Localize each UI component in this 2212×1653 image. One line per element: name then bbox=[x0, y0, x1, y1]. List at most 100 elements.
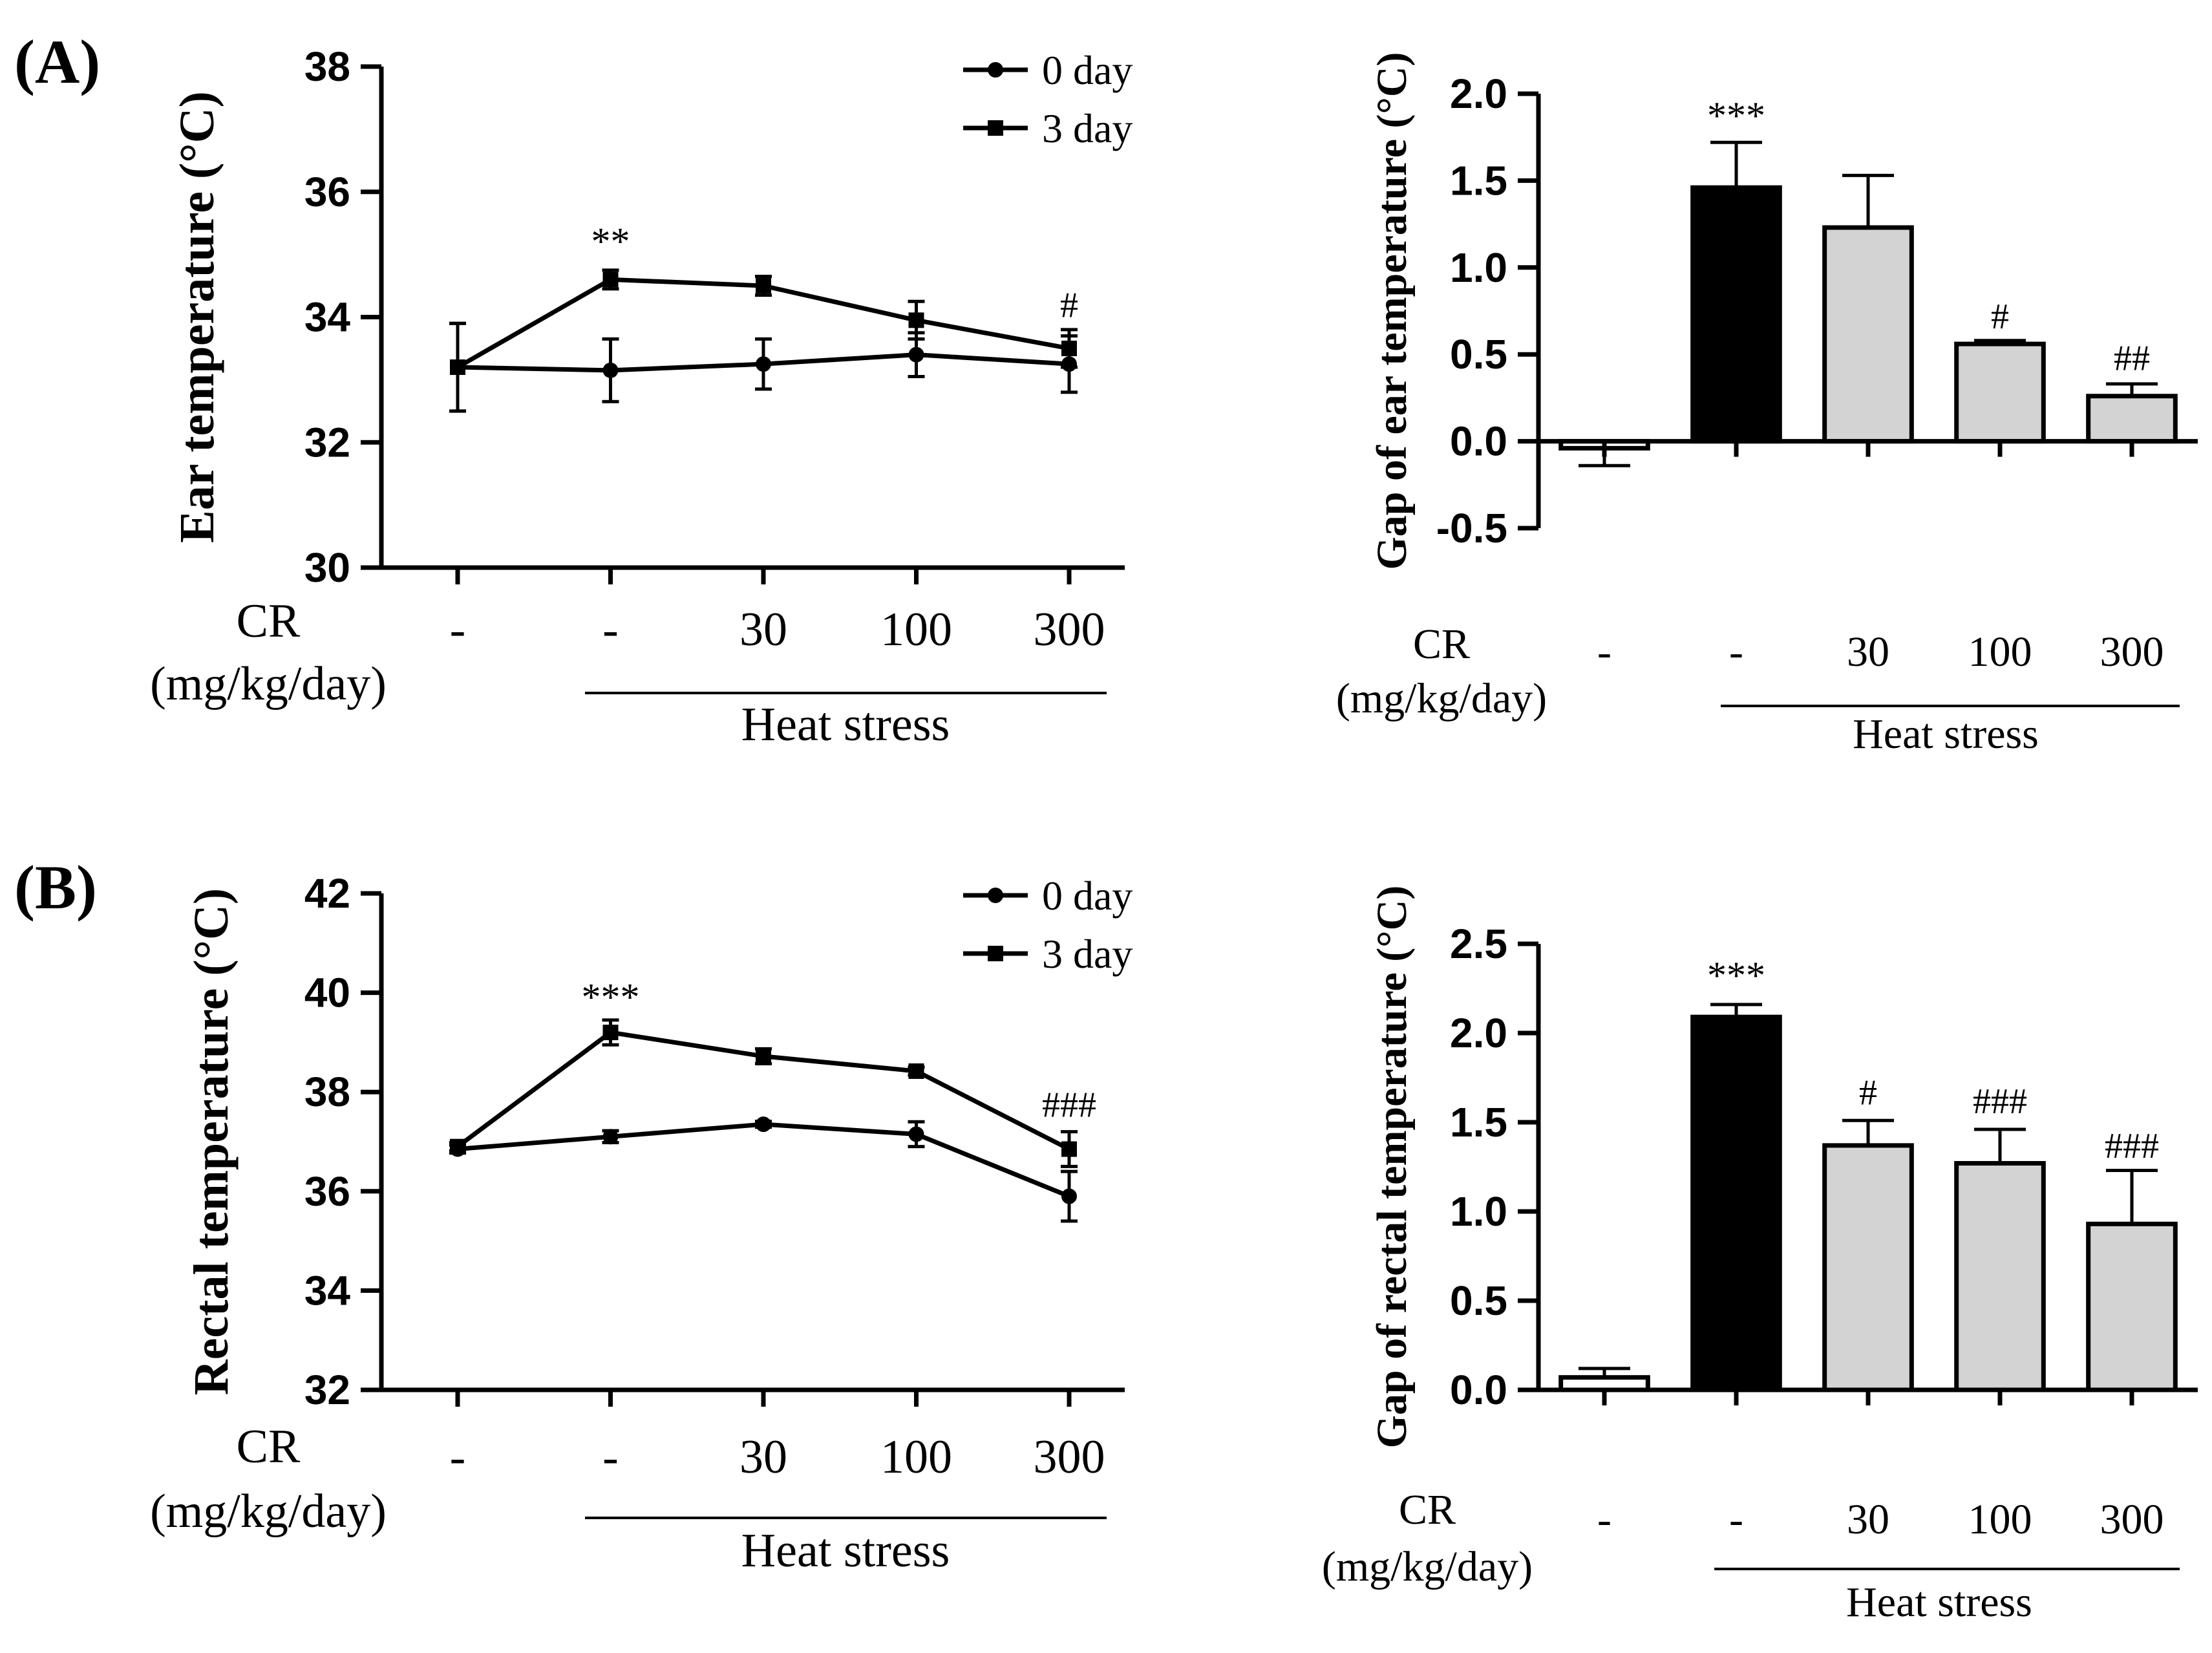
chart-a-ear-temperature-line: 30 32 34 36 38 Ear temperature (°C) 0 day 3 day… bbox=[150, 43, 1133, 751]
significance-annotation: ** bbox=[591, 220, 630, 263]
panel-a-label: (A) bbox=[14, 27, 100, 96]
legend-label: 3 day bbox=[1042, 105, 1133, 151]
category-label: 100 bbox=[880, 603, 952, 656]
category-label: - bbox=[450, 1431, 466, 1484]
bar bbox=[1954, 1160, 2046, 1392]
y-axis-label: Gap of rectal temperature (°C) bbox=[1368, 886, 1416, 1449]
category-unit: (mg/kg/day) bbox=[1336, 675, 1547, 722]
y-tick-label: 30 bbox=[304, 544, 350, 591]
category-label: - bbox=[602, 603, 619, 656]
y-tick-label: 40 bbox=[304, 970, 350, 1016]
group-label: Heat stress bbox=[741, 1524, 950, 1577]
category-header: CR bbox=[1399, 1486, 1456, 1533]
y-tick-label: 32 bbox=[304, 1367, 350, 1413]
y-tick-label: 34 bbox=[304, 294, 351, 341]
data-point-circle bbox=[908, 347, 924, 363]
y-tick-label: 36 bbox=[304, 1168, 350, 1215]
group-label: Heat stress bbox=[1853, 710, 2039, 758]
y-axis-label: Ear temperature (°C) bbox=[170, 91, 224, 543]
category-header: CR bbox=[237, 1420, 301, 1473]
data-point-square bbox=[602, 272, 619, 288]
group-label: Heat stress bbox=[1846, 1579, 2032, 1626]
bar bbox=[1690, 1014, 1782, 1392]
significance-annotation: *** bbox=[1707, 954, 1765, 997]
significance-annotation: ### bbox=[1042, 1085, 1096, 1125]
category-header: CR bbox=[237, 595, 301, 648]
y-tick-label: 42 bbox=[304, 870, 350, 917]
y-axis-label: Gap of ear temperature (°C) bbox=[1368, 52, 1416, 570]
category-label: 300 bbox=[2100, 1496, 2164, 1543]
y-tick-label: 38 bbox=[304, 43, 350, 90]
data-point-circle bbox=[756, 356, 771, 372]
y-tick-label: 2.0 bbox=[1450, 70, 1507, 117]
category-label: 30 bbox=[739, 1431, 787, 1484]
category-label: 30 bbox=[1847, 628, 1889, 676]
y-tick-label: 1.5 bbox=[1450, 1099, 1507, 1146]
significance-annotation: ## bbox=[2114, 338, 2150, 378]
legend-marker-circle bbox=[988, 888, 1003, 903]
category-label: - bbox=[1597, 1496, 1611, 1543]
data-point-square bbox=[756, 1048, 771, 1064]
y-tick-label: -0.5 bbox=[1436, 505, 1507, 551]
data-point-square bbox=[908, 312, 924, 328]
data-point-square bbox=[450, 359, 465, 375]
data-point-square bbox=[602, 1025, 619, 1041]
category-label: 100 bbox=[1968, 628, 2032, 676]
category-header: CR bbox=[1413, 621, 1470, 668]
y-tick-label: 0.0 bbox=[1450, 1367, 1507, 1413]
data-point-circle bbox=[908, 1126, 924, 1142]
y-tick-label: 32 bbox=[304, 419, 350, 465]
category-label: 300 bbox=[1034, 1431, 1105, 1484]
category-label: - bbox=[1729, 1496, 1743, 1543]
bar bbox=[2086, 394, 2178, 444]
legend-label: 0 day bbox=[1042, 47, 1133, 93]
bar bbox=[2086, 1221, 2178, 1392]
significance-annotation: *** bbox=[582, 976, 640, 1018]
legend-marker-square bbox=[988, 946, 1003, 961]
category-label: 30 bbox=[1847, 1496, 1889, 1543]
y-axis-label: Rectal temperature (°C) bbox=[184, 888, 239, 1395]
y-tick-label: 2.0 bbox=[1450, 1010, 1507, 1056]
bar bbox=[1822, 225, 1914, 444]
category-label: 100 bbox=[880, 1431, 952, 1484]
significance-annotation: # bbox=[1060, 286, 1078, 326]
category-label: 300 bbox=[1034, 603, 1105, 656]
category-unit: (mg/kg/day) bbox=[150, 1485, 387, 1538]
legend-label: 0 day bbox=[1042, 873, 1133, 919]
y-tick-label: 1.0 bbox=[1450, 244, 1507, 291]
y-tick-label: 1.5 bbox=[1450, 157, 1507, 204]
data-point-square bbox=[756, 278, 771, 294]
data-point-circle bbox=[1061, 1188, 1077, 1204]
category-label: 300 bbox=[2100, 628, 2164, 676]
y-tick-label: 0.5 bbox=[1450, 331, 1507, 378]
bar bbox=[1690, 185, 1782, 444]
category-label: - bbox=[1597, 628, 1611, 676]
bar bbox=[1954, 341, 2046, 444]
category-unit: (mg/kg/day) bbox=[1322, 1543, 1533, 1590]
y-tick-label: 0.5 bbox=[1450, 1277, 1507, 1324]
data-point-square bbox=[1061, 340, 1077, 356]
chart-b-rectal-temperature-line: 32 34 36 38 40 42 Rectal temperature (°C) 0 day… bbox=[150, 870, 1133, 1577]
y-tick-label: 2.5 bbox=[1450, 921, 1507, 967]
data-point-circle bbox=[756, 1116, 771, 1133]
significance-annotation: # bbox=[1859, 1072, 1877, 1113]
significance-annotation: *** bbox=[1707, 94, 1765, 137]
panel-b-label: (B) bbox=[14, 853, 97, 922]
group-label: Heat stress bbox=[741, 698, 950, 751]
legend-label: 3 day bbox=[1042, 931, 1133, 977]
chart-a-ear-gap-bar: -0.5 0.0 0.5 1.0 1.5 2.0 Gap of ear temperatur… bbox=[1336, 52, 2198, 758]
category-label: - bbox=[1729, 628, 1743, 676]
legend-marker-circle bbox=[988, 62, 1003, 78]
data-point-circle bbox=[602, 362, 619, 378]
y-tick-label: 1.0 bbox=[1450, 1188, 1507, 1235]
category-label: - bbox=[602, 1431, 619, 1484]
category-label: - bbox=[450, 603, 466, 656]
y-tick-label: 0.0 bbox=[1450, 418, 1507, 465]
category-label: 100 bbox=[1968, 1496, 2032, 1543]
y-tick-label: 38 bbox=[304, 1069, 350, 1115]
data-point-square bbox=[908, 1063, 924, 1079]
y-tick-label: 36 bbox=[304, 169, 350, 215]
bar bbox=[1822, 1143, 1914, 1392]
significance-annotation: ### bbox=[1973, 1082, 2027, 1122]
